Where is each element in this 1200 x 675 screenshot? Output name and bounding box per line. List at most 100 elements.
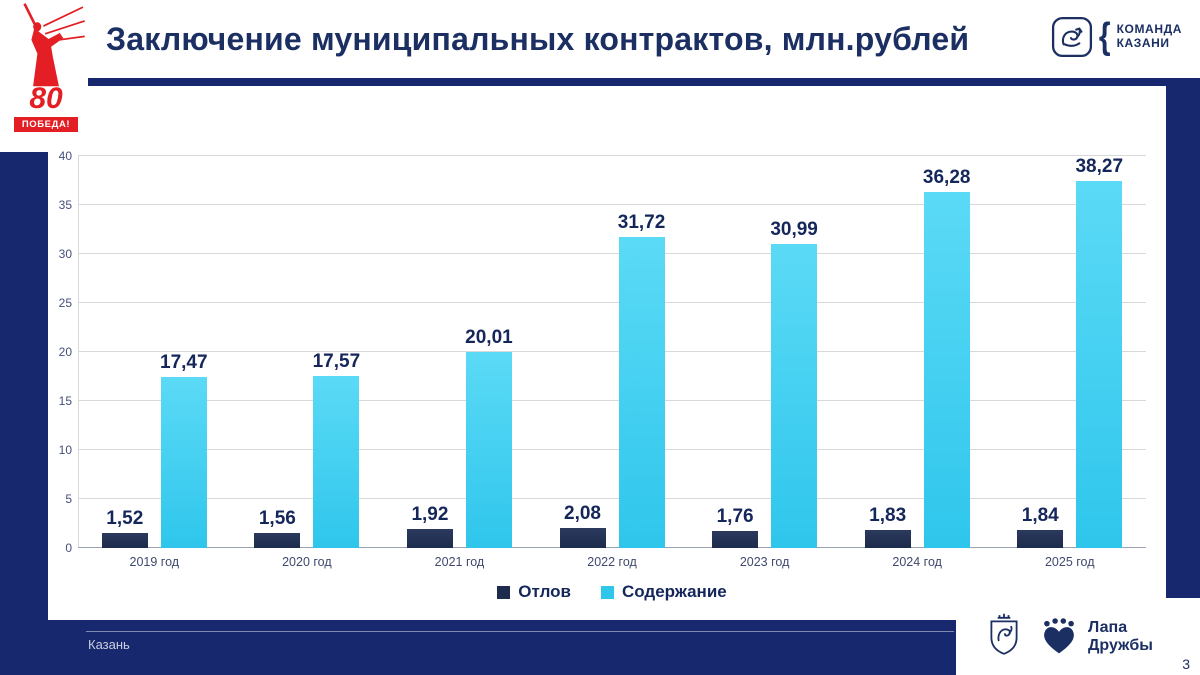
x-axis-label: 2019 год <box>129 555 180 569</box>
x-axis-label: 2024 год <box>892 555 942 569</box>
legend-swatch-icon <box>601 585 614 599</box>
y-axis-tick-label: 35 <box>58 198 72 212</box>
lapa-druzhby-logo: Лапа Дружбы <box>1038 617 1153 656</box>
bar-chart: 0 5 10 15 20 25 30 35 40 1,52 17,47 1,56 17,57 1,92 20… <box>48 86 1166 620</box>
gridline <box>78 351 1146 352</box>
y-axis-tick-label: 0 <box>65 541 72 555</box>
y-axis-tick-label: 10 <box>58 443 72 457</box>
y-axis-tick-label: 25 <box>58 296 72 310</box>
bar-group-2021: 1,92 20,01 <box>383 156 536 548</box>
bar-group-2025: 1,84 38,27 <box>993 156 1146 548</box>
legend-label: Содержание <box>622 582 727 601</box>
gridline <box>78 400 1146 401</box>
legend-item: Содержание <box>601 582 727 602</box>
y-axis-line <box>78 156 79 548</box>
x-axis-label: 2025 год <box>1044 555 1095 569</box>
y-axis-tick-label: 5 <box>65 492 72 506</box>
plot-area: 0 5 10 15 20 25 30 35 40 1,52 17,47 1,56 17,57 1,92 20… <box>59 149 1146 555</box>
victory-80-number: 80 <box>29 82 63 115</box>
bar-value-label: 36,28 <box>922 167 971 189</box>
bar <box>313 375 360 548</box>
gridline <box>78 449 1146 450</box>
bar <box>465 351 512 548</box>
bar <box>160 376 207 548</box>
bar-value-label: 20,01 <box>465 326 513 348</box>
bar-value-label: 38,27 <box>1075 156 1124 177</box>
barwrap-series-1: 31,72 <box>617 156 666 548</box>
bar-value-label: 17,47 <box>160 351 208 373</box>
lapa-line2: Дружбы <box>1088 636 1153 654</box>
victory-banner: ПОБЕДА! <box>13 117 79 132</box>
x-axis-line <box>78 547 1146 548</box>
barwrap-series-0: 2,08 <box>559 156 606 548</box>
barwrap-series-0: 1,84 <box>1017 156 1064 548</box>
bar-value-label: 1,92 <box>411 504 449 526</box>
footer-divider <box>86 631 954 632</box>
footer-logo-box: Лапа Дружбы <box>956 598 1200 675</box>
logo-bracket: { <box>1098 15 1111 57</box>
bar-value-label: 17,57 <box>312 350 361 372</box>
bar <box>1076 181 1123 548</box>
barwrap-series-0: 1,92 <box>406 156 453 548</box>
bar <box>923 192 970 548</box>
x-axis-label: 2023 год <box>739 555 790 569</box>
bar-group-2019: 1,52 17,47 <box>78 156 231 548</box>
barwrap-series-1: 38,27 <box>1075 156 1124 548</box>
bar-value-label: 1,52 <box>106 508 144 530</box>
barwrap-series-0: 1,76 <box>712 156 759 548</box>
barwrap-series-1: 20,01 <box>465 156 513 548</box>
bar-value-label: 30,99 <box>770 219 818 241</box>
bar <box>101 533 148 548</box>
bar <box>1017 529 1064 548</box>
bar-value-label: 1,84 <box>1021 504 1059 526</box>
bar-value-label: 1,56 <box>258 507 296 529</box>
bar-value-label: 1,83 <box>869 505 907 527</box>
barwrap-series-1: 17,57 <box>312 156 361 548</box>
bar-value-label: 31,72 <box>617 212 666 234</box>
bar <box>618 237 665 548</box>
gridline <box>78 498 1146 499</box>
x-axis-label: 2021 год <box>434 555 485 569</box>
legend-label: Отлов <box>518 582 571 601</box>
chart-panel: 0 5 10 15 20 25 30 35 40 1,52 17,47 1,56 17,57 1,92 20… <box>48 86 1166 620</box>
bar <box>559 527 606 548</box>
bar-value-label: 2,08 <box>564 502 601 524</box>
bar-group-2024: 1,83 36,28 <box>841 156 994 548</box>
komanda-line1: КОМАНДА <box>1116 22 1182 37</box>
y-axis-tick-label: 20 <box>58 345 72 359</box>
footer-city-label: Казань <box>88 637 130 652</box>
y-axis-tick-label: 30 <box>58 247 72 261</box>
legend-swatch-icon <box>497 585 511 599</box>
victory-80-emblem: 80 ПОБЕДА! <box>4 2 88 132</box>
komanda-kazani-logo: { КОМАНДА КАЗАНИ <box>1051 16 1182 58</box>
lapa-druzhby-label: Лапа Дружбы <box>1088 619 1153 654</box>
x-axis-labels: 2019 год 2020 год 2021 год 2022 год 2023 год… <box>78 555 1146 569</box>
barwrap-series-0: 1,52 <box>101 156 148 548</box>
gridline <box>78 155 1146 156</box>
x-axis-label: 2022 год <box>587 555 637 569</box>
barwrap-series-1: 17,47 <box>160 156 208 548</box>
motherland-statue-icon <box>23 3 85 87</box>
legend-item: Отлов <box>497 582 571 602</box>
komanda-kazani-label: КОМАНДА КАЗАНИ <box>1116 22 1182 51</box>
bar <box>771 244 818 548</box>
bar-group-2020: 1,56 17,57 <box>231 156 384 548</box>
barwrap-series-0: 1,56 <box>254 156 301 548</box>
bar-group-2022: 2,08 31,72 <box>536 156 689 548</box>
barwrap-series-1: 30,99 <box>770 156 818 548</box>
bar-group-2023: 1,76 30,99 <box>688 156 841 548</box>
kazan-shield-icon <box>986 612 1022 661</box>
barwrap-series-0: 1,83 <box>864 156 911 548</box>
kazan-coat-of-arms-icon <box>1051 16 1093 58</box>
bar <box>406 529 453 548</box>
x-axis-label: 2020 год <box>282 555 332 569</box>
bar-value-label: 1,76 <box>716 505 754 527</box>
slide-title: Заключение муниципальных контрактов, млн… <box>106 20 970 57</box>
header-band <box>0 0 1200 78</box>
gridline <box>78 302 1146 303</box>
bar-groups: 1,52 17,47 1,56 17,57 1,92 20,01 2,08 31,72 1,76… <box>78 156 1146 548</box>
page-number: 3 <box>1182 656 1190 672</box>
chart-legend: Отлов Содержание <box>78 582 1146 602</box>
y-axis-tick-label: 40 <box>58 149 72 163</box>
